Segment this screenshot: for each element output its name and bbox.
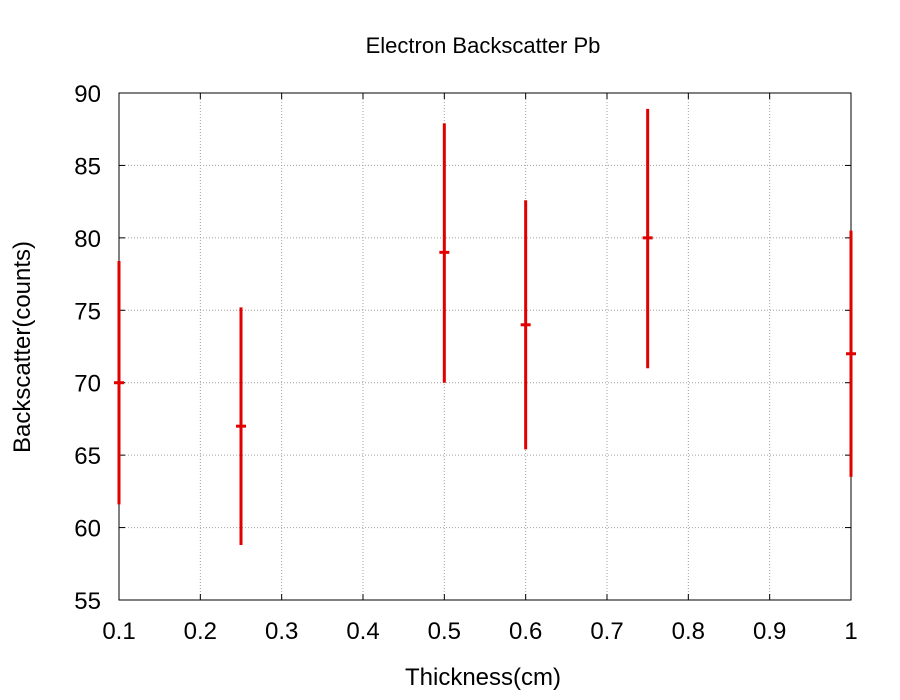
- plot-frame: [118, 92, 852, 601]
- y-tick-label: 80: [74, 226, 101, 253]
- data-point: [642, 108, 653, 369]
- chart-title: Electron Backscatter Pb: [366, 33, 601, 58]
- y-tick-label: 85: [74, 153, 101, 180]
- x-tick-labels: 0.1 0.2 0.3 0.4 0.5 0.6 0.7 0.8 0.9 1: [102, 618, 857, 645]
- y-tick-label: 90: [74, 81, 101, 108]
- y-tick-label: 70: [74, 371, 101, 398]
- x-tick-label: 0.4: [346, 618, 379, 645]
- y-tick-label: 65: [74, 443, 101, 470]
- data-point: [236, 307, 246, 545]
- data-point: [114, 261, 124, 505]
- axis-ticks: [118, 92, 852, 601]
- y-tick-label: 60: [74, 516, 101, 543]
- y-axis-label: Backscatter(counts): [9, 241, 36, 453]
- x-tick-label: 1: [844, 618, 857, 645]
- x-tick-label: 0.5: [428, 618, 461, 645]
- x-tick-label: 0.1: [102, 618, 135, 645]
- x-axis-label: Thickness(cm): [405, 664, 561, 691]
- y-tick-label: 75: [74, 298, 101, 325]
- x-tick-label: 0.9: [753, 618, 786, 645]
- y-tick-label: 55: [74, 588, 101, 615]
- data-point: [520, 200, 531, 450]
- x-tick-label: 0.7: [590, 618, 623, 645]
- x-tick-label: 0.3: [265, 618, 298, 645]
- y-tick-labels: 55 60 65 70 75 80 85 90: [74, 81, 101, 615]
- data-point: [846, 230, 856, 477]
- x-tick-label: 0.6: [509, 618, 542, 645]
- data-point: [439, 123, 450, 383]
- grid-lines: [119, 93, 851, 600]
- data-points: [114, 108, 856, 545]
- x-tick-label: 0.8: [672, 618, 705, 645]
- x-tick-label: 0.2: [184, 618, 217, 645]
